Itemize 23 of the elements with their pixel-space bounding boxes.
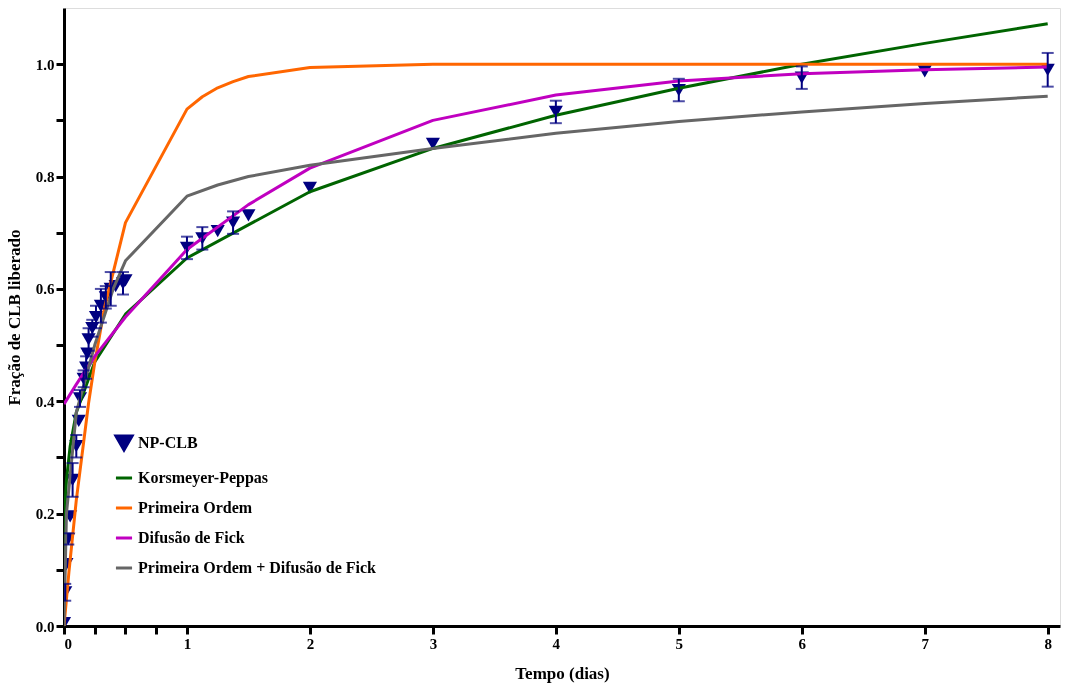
- x-tick-label: 7: [921, 635, 930, 652]
- legend-label: Korsmeyer-Peppas: [138, 469, 269, 487]
- x-tick-label: 3: [429, 635, 438, 652]
- x-tick-label: 5: [675, 635, 684, 652]
- y-tick-label: 0.2: [35, 506, 55, 523]
- x-tick-label: 2: [306, 635, 315, 652]
- legend-label: Primeira Ordem + Difusão de Fick: [138, 559, 377, 576]
- x-tick-label: 0: [64, 635, 72, 652]
- y-axis-title: Fração de CLB liberado: [4, 229, 24, 406]
- y-tick-label: 0.4: [35, 393, 55, 410]
- x-tick-label: 4: [552, 635, 561, 652]
- x-tick-label: 6: [798, 635, 807, 652]
- point: [241, 209, 256, 222]
- legend-label: Difusão de Fick: [138, 529, 245, 546]
- y-tick-label: 1.0: [35, 56, 55, 73]
- x-axis-title: Tempo (dias): [515, 663, 610, 683]
- y-tick-label: 0.6: [35, 281, 55, 298]
- y-tick-label: 0.0: [35, 618, 55, 635]
- legend-label: Primeira Ordem: [138, 499, 253, 516]
- x-tick-label: 8: [1044, 635, 1052, 652]
- legend-label: NP-CLB: [138, 434, 198, 451]
- y-tick-label: 0.8: [35, 169, 55, 186]
- x-tick-label: 1: [183, 635, 192, 652]
